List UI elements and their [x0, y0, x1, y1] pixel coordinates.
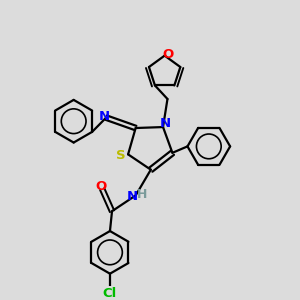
- Text: N: N: [98, 110, 110, 123]
- Text: Cl: Cl: [103, 287, 117, 300]
- Text: S: S: [116, 149, 126, 162]
- Text: N: N: [127, 190, 138, 203]
- Text: O: O: [162, 48, 174, 61]
- Text: N: N: [160, 117, 171, 130]
- Text: H: H: [137, 188, 147, 201]
- Text: O: O: [95, 180, 106, 193]
